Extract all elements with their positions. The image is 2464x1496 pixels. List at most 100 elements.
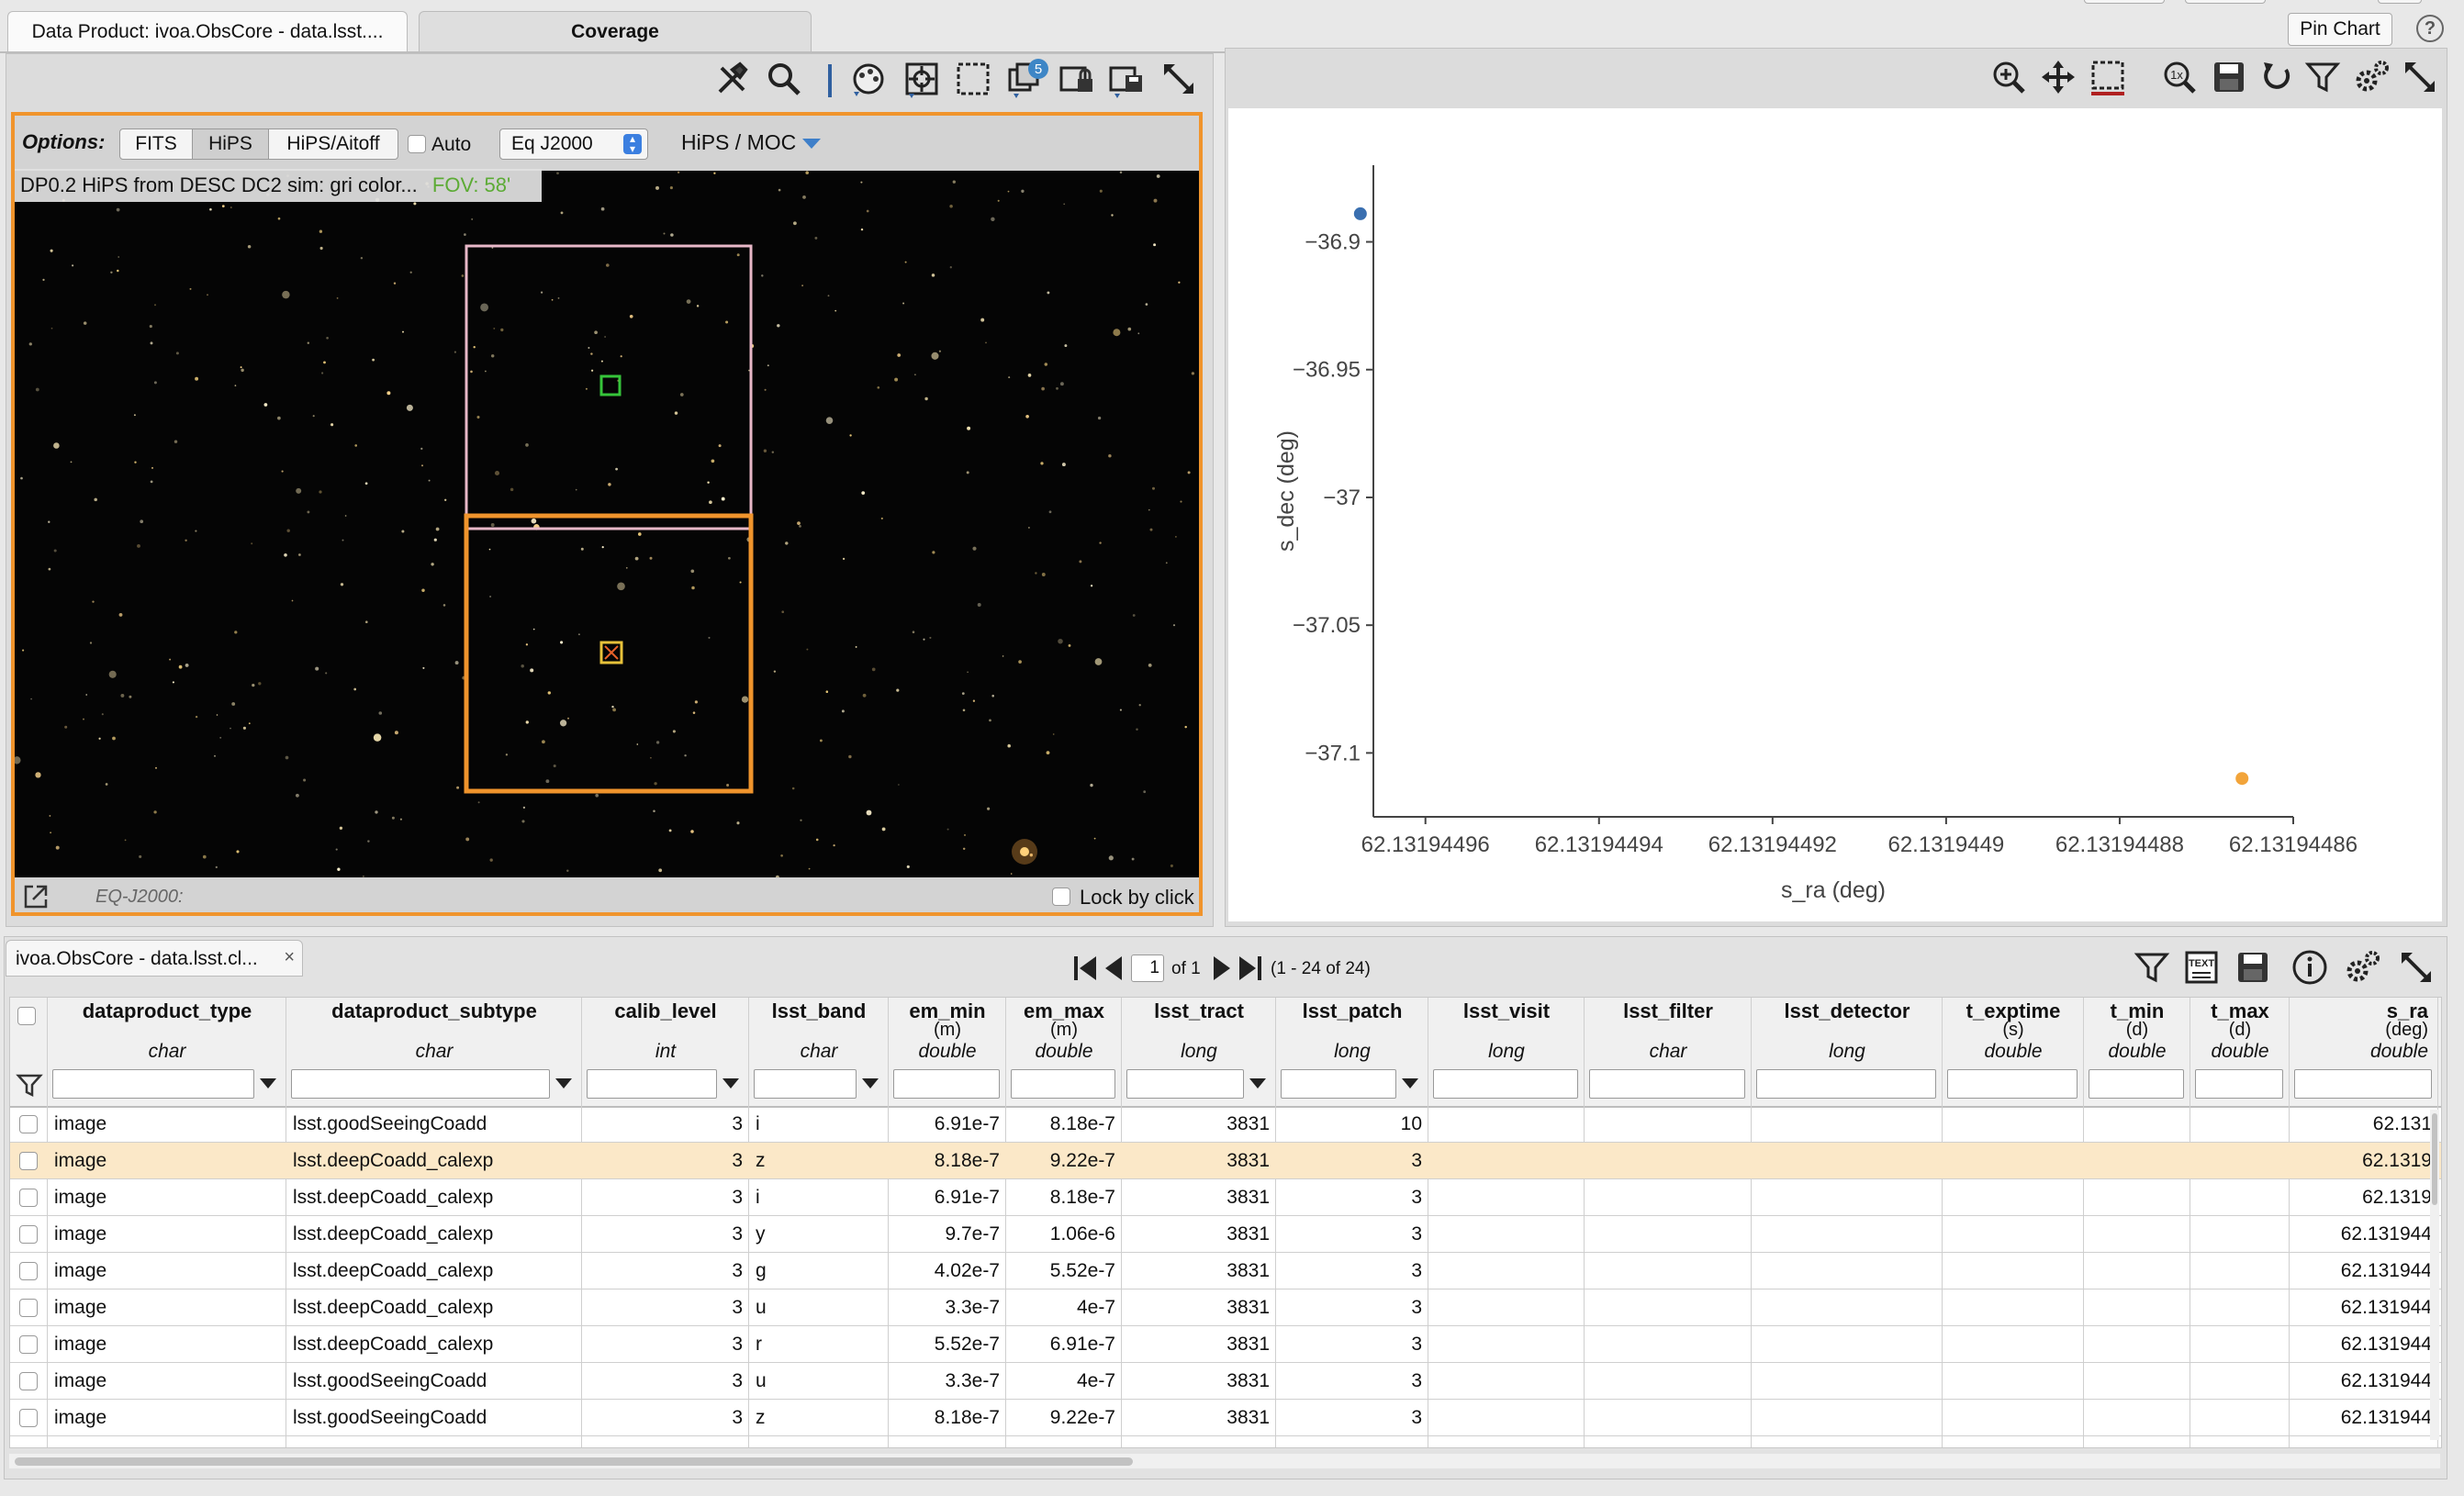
filter-row-icon[interactable] — [16, 1071, 43, 1099]
column-header-lsst-visit[interactable]: lsst_visit — [1462, 999, 1551, 1022]
sky-image[interactable] — [15, 171, 1199, 877]
row-checkbox[interactable] — [19, 1372, 38, 1390]
column-filter-input[interactable] — [2089, 1069, 2184, 1099]
tab-data-product[interactable]: Data Product: ivoa.ObsCore - data.lsst..… — [7, 11, 408, 51]
hips-moc-menu[interactable]: HiPS / MOC — [681, 130, 821, 155]
tab-coverage[interactable]: Coverage — [419, 11, 812, 51]
prev-page-icon[interactable] — [1103, 955, 1124, 982]
column-header-em-min[interactable]: em_min — [909, 999, 986, 1022]
chart-plot-area[interactable] — [1228, 108, 2442, 921]
column-filter-input[interactable] — [52, 1069, 254, 1099]
expand-icon[interactable] — [2400, 57, 2440, 97]
chevron-down-icon[interactable] — [555, 1078, 572, 1089]
fits-button[interactable]: FITS — [119, 128, 193, 160]
column-filter-input[interactable] — [2294, 1069, 2432, 1099]
top-right-button-2[interactable] — [2185, 0, 2266, 4]
select-icon[interactable] — [2088, 57, 2128, 97]
zoom-in-icon[interactable] — [1988, 57, 2029, 97]
expand-image-icon[interactable] — [1159, 59, 1199, 99]
hips-button[interactable]: HiPS — [192, 128, 269, 160]
row-checkbox[interactable] — [19, 1152, 38, 1170]
close-icon[interactable]: × — [284, 947, 295, 967]
last-page-icon[interactable] — [1238, 955, 1263, 982]
column-header-lsst-detector[interactable]: lsst_detector — [1784, 999, 1910, 1022]
image-stack-icon[interactable] — [1006, 59, 1047, 99]
column-header-dataproduct-subtype[interactable]: dataproduct_subtype — [331, 999, 537, 1022]
row-checkbox[interactable] — [19, 1409, 38, 1427]
table-row[interactable] — [10, 1143, 2441, 1179]
select-all-checkbox[interactable] — [17, 1007, 36, 1025]
magnifier-icon[interactable] — [764, 59, 804, 99]
help-icon[interactable]: ? — [2416, 15, 2444, 42]
chevron-down-icon[interactable] — [722, 1078, 739, 1089]
chevron-down-icon[interactable] — [260, 1078, 276, 1089]
target-icon[interactable] — [902, 59, 942, 99]
column-filter-input[interactable] — [1126, 1069, 1244, 1099]
column-filter-input[interactable] — [1011, 1069, 1115, 1099]
table-settings-icon[interactable] — [2343, 947, 2383, 988]
top-right-button-3[interactable] — [2378, 0, 2422, 4]
table-filter-icon[interactable] — [2132, 947, 2172, 988]
scatter-chart[interactable]: 62.13194496 62.13194494 62.13194492 62.1319… — [1228, 108, 2442, 921]
next-page-icon[interactable] — [1212, 955, 1232, 982]
table-scrollbar-v[interactable] — [2430, 1110, 2439, 1440]
lock-image-icon[interactable] — [1058, 59, 1098, 99]
table-tab[interactable]: ivoa.ObsCore - data.lsst.cl... × — [6, 940, 303, 977]
row-checkbox[interactable] — [19, 1299, 38, 1317]
coord-system-select[interactable]: Eq J2000 ▴ ▾ — [499, 128, 648, 160]
first-page-icon[interactable] — [1072, 955, 1098, 982]
column-header-t-max[interactable]: t_max — [2211, 999, 2269, 1022]
column-header-t-exptime[interactable]: t_exptime — [1966, 999, 2061, 1022]
table-expand-icon[interactable] — [2396, 947, 2436, 988]
column-filter-input[interactable] — [1281, 1069, 1396, 1099]
pan-icon[interactable] — [2038, 57, 2078, 97]
column-header-dataproduct-type[interactable]: dataproduct_type — [82, 999, 252, 1022]
row-checkbox[interactable] — [19, 1225, 38, 1244]
select-area-icon[interactable] — [953, 59, 993, 99]
table-scrollbar-h[interactable] — [9, 1454, 2440, 1468]
data-point[interactable] — [2235, 772, 2249, 786]
lock-by-click-checkbox[interactable] — [1052, 888, 1070, 906]
text-view-icon[interactable]: TEXT — [2181, 947, 2222, 988]
chevron-down-icon[interactable] — [862, 1078, 879, 1089]
row-checkbox[interactable] — [19, 1115, 38, 1133]
column-header-s-ra[interactable]: s_ra — [2386, 999, 2428, 1022]
chevron-down-icon[interactable] — [1402, 1078, 1418, 1089]
auto-checkbox[interactable] — [408, 135, 426, 153]
data-point[interactable] — [1353, 207, 1367, 220]
row-checkbox[interactable] — [19, 1189, 38, 1207]
column-header-lsst-patch[interactable]: lsst_patch — [1302, 999, 1403, 1022]
table-scrollbar-v-thumb[interactable] — [2432, 1113, 2437, 1205]
column-filter-input[interactable] — [291, 1069, 550, 1099]
column-header-lsst-filter[interactable]: lsst_filter — [1623, 999, 1713, 1022]
zoom-1x-icon[interactable]: 1x — [2159, 57, 2200, 97]
chevron-down-icon[interactable] — [1249, 1078, 1266, 1089]
external-link-icon[interactable] — [20, 881, 51, 912]
column-filter-input[interactable] — [754, 1069, 857, 1099]
column-filter-input[interactable] — [1589, 1069, 1745, 1099]
column-header-lsst-band[interactable]: lsst_band — [771, 999, 867, 1022]
column-filter-input[interactable] — [1947, 1069, 2078, 1099]
column-filter-input[interactable] — [587, 1069, 717, 1099]
table-scrollbar-thumb[interactable] — [15, 1457, 1133, 1466]
top-right-button-1[interactable] — [2084, 0, 2165, 4]
save-icon[interactable] — [2209, 57, 2249, 97]
tools-icon[interactable] — [712, 59, 753, 99]
column-filter-input[interactable] — [2195, 1069, 2283, 1099]
column-filter-input[interactable] — [1756, 1069, 1936, 1099]
filter-icon[interactable] — [2302, 57, 2343, 97]
hips-aitoff-button[interactable]: HiPS/Aitoff — [268, 128, 398, 160]
table-save-icon[interactable] — [2233, 947, 2273, 988]
info-icon[interactable] — [2290, 947, 2330, 988]
row-checkbox[interactable] — [19, 1262, 38, 1280]
row-checkbox[interactable] — [19, 1335, 38, 1354]
settings-icon[interactable] — [2352, 57, 2392, 97]
column-header-lsst-tract[interactable]: lsst_tract — [1154, 999, 1244, 1022]
layers-palette-icon[interactable] — [848, 59, 889, 99]
pin-chart-button[interactable]: Pin Chart — [2288, 13, 2392, 46]
restore-icon[interactable] — [2257, 57, 2297, 97]
column-filter-input[interactable] — [1433, 1069, 1578, 1099]
column-header-t-min[interactable]: t_min — [2110, 999, 2165, 1022]
column-filter-input[interactable] — [893, 1069, 1000, 1099]
column-header-calib-level[interactable]: calib_level — [614, 999, 717, 1022]
